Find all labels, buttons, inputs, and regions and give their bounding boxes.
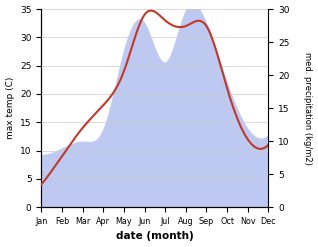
X-axis label: date (month): date (month) xyxy=(116,231,194,242)
Y-axis label: max temp (C): max temp (C) xyxy=(5,77,15,139)
Y-axis label: med. precipitation (kg/m2): med. precipitation (kg/m2) xyxy=(303,52,313,165)
